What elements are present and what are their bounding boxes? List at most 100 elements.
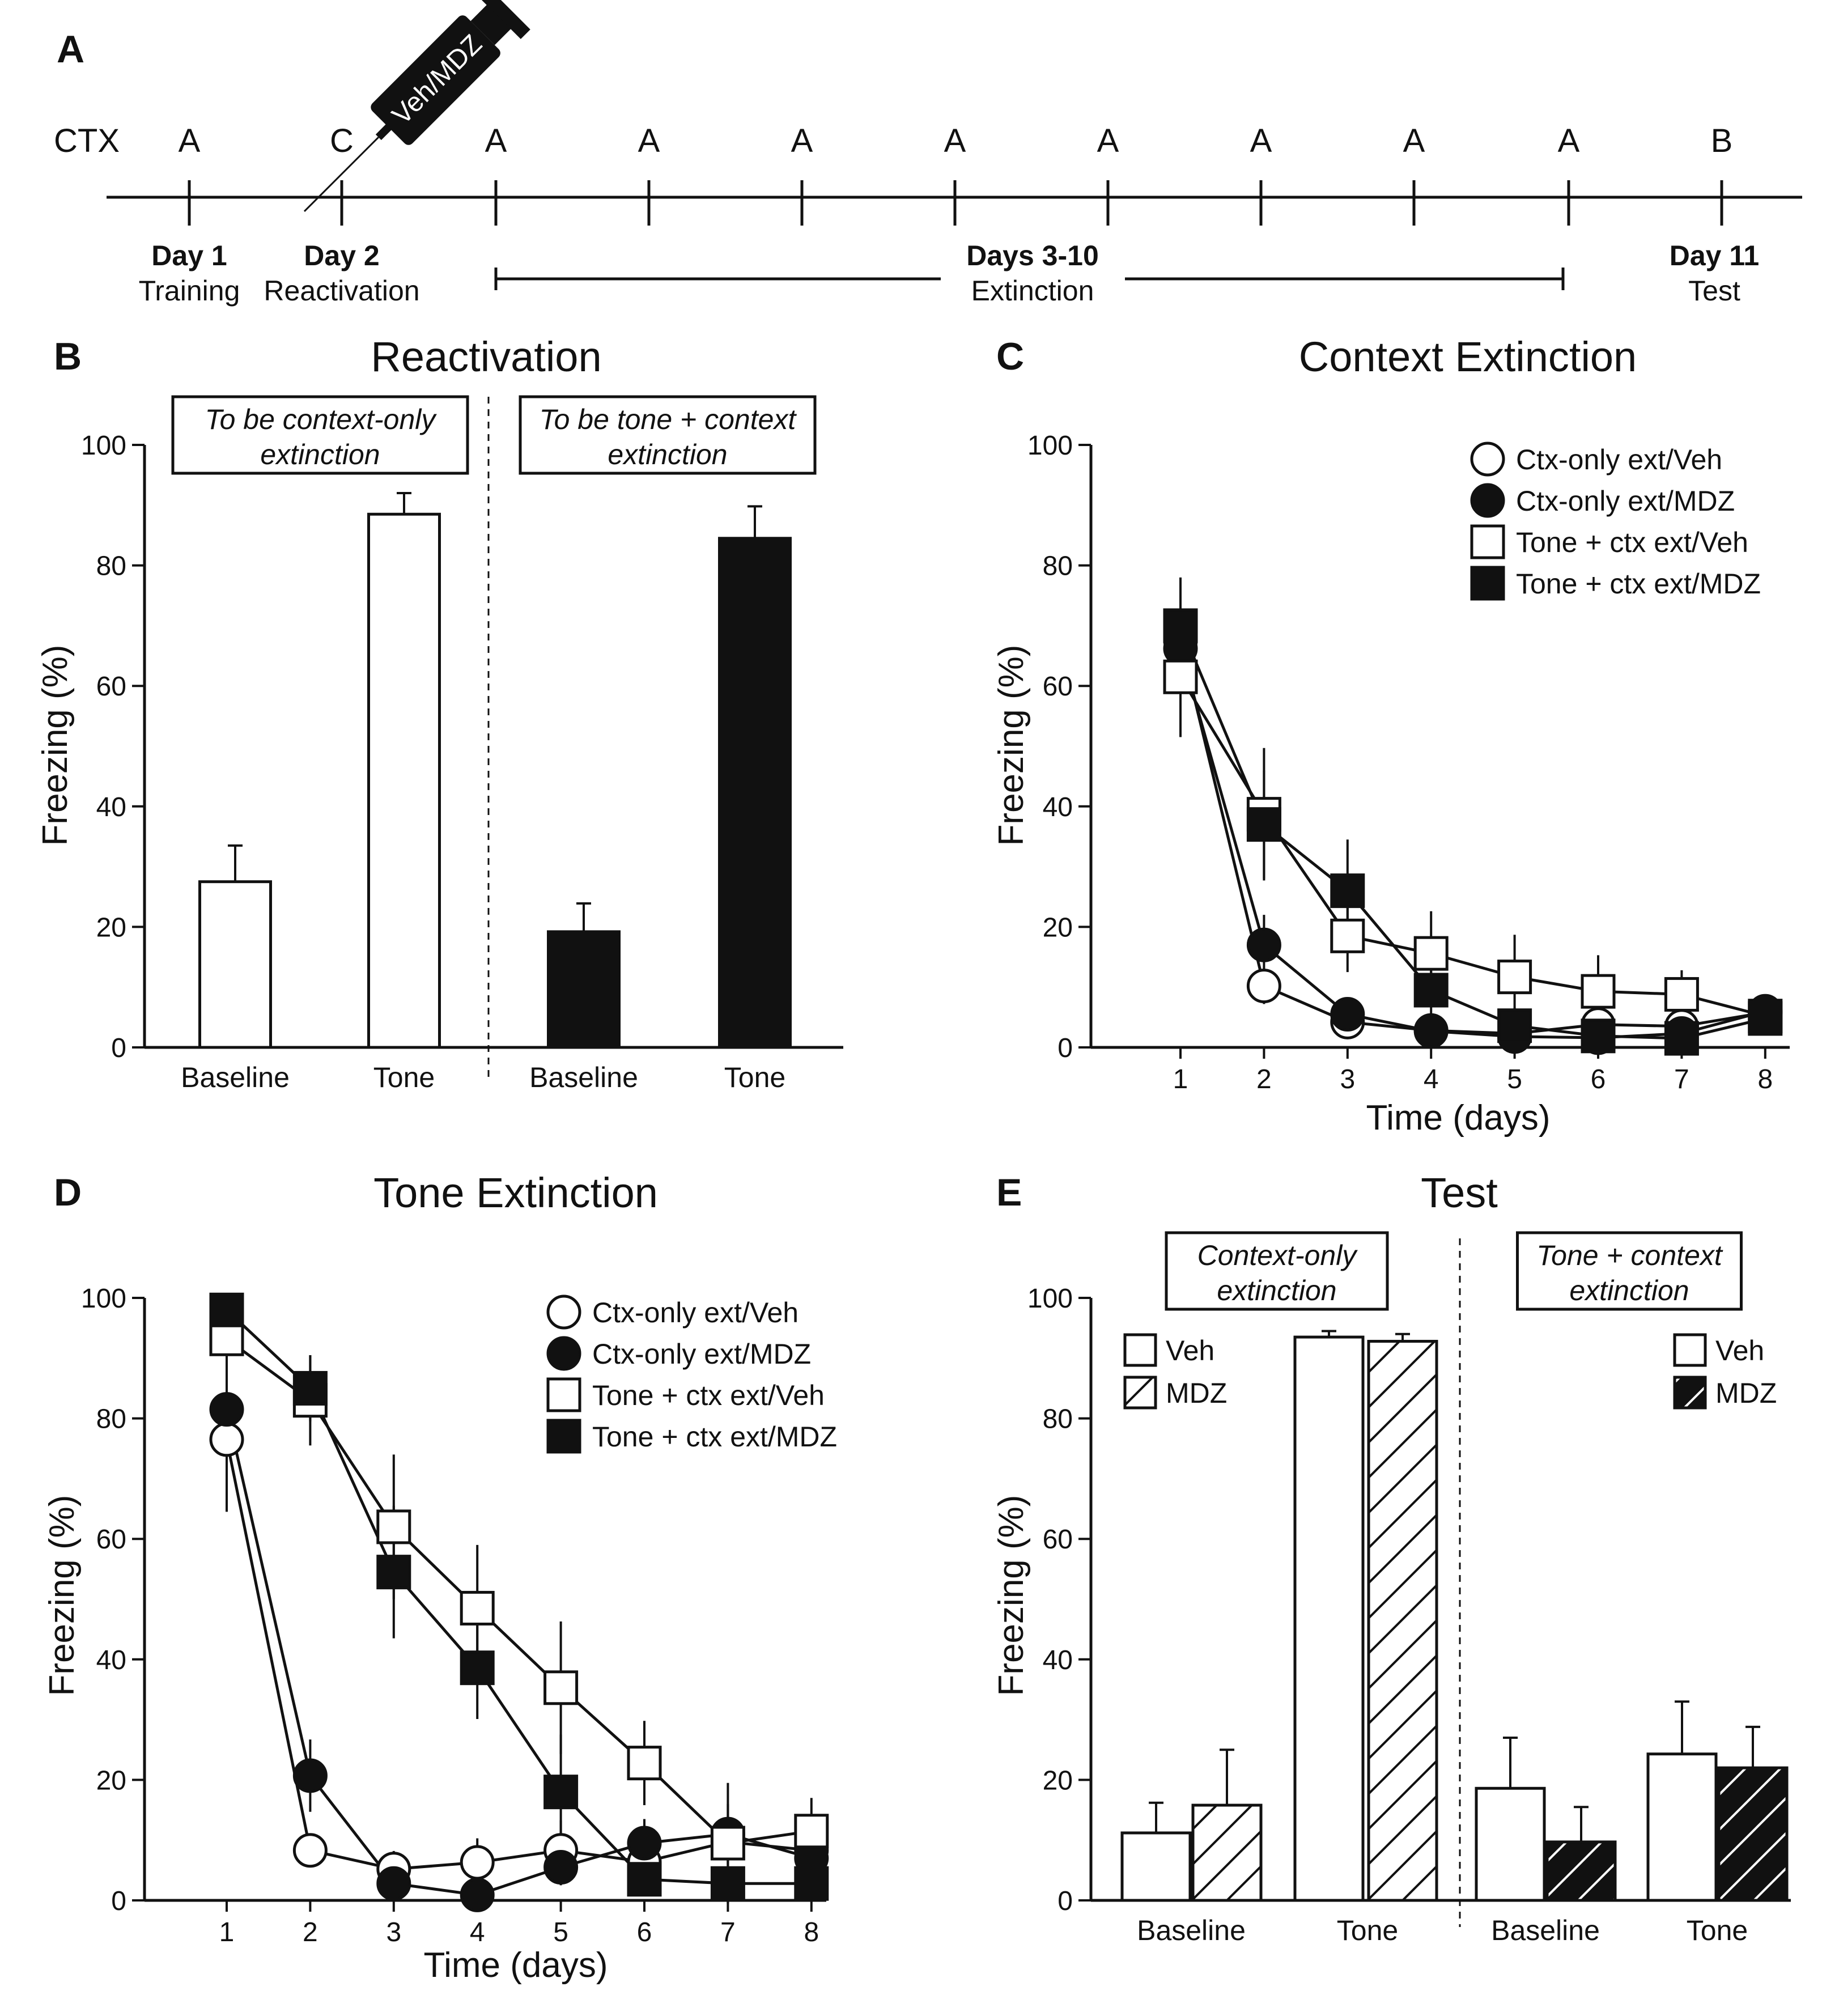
panel-e-ylabel: Freezing (%) xyxy=(992,1495,1031,1696)
bar xyxy=(1475,1786,1546,1902)
legend-label: Ctx-only ext/MDZ xyxy=(592,1338,811,1370)
group-box-label: Tone + context extinction xyxy=(1536,1240,1723,1306)
x-tick-label: 8 xyxy=(1757,1064,1773,1094)
data-point xyxy=(209,1392,244,1427)
x-tick-label: 3 xyxy=(386,1917,401,1947)
legend-swatch xyxy=(1123,1333,1157,1367)
bar xyxy=(1545,1840,1617,1902)
x-tick-label: 8 xyxy=(804,1917,819,1947)
context-letter: C xyxy=(330,122,354,159)
y-tick-label: 100 xyxy=(81,1284,126,1314)
panel-c-plot: 0 20 40 60 80 100 1 2 3 4 5 6 7 8 Ctx-only ext/Veh Ctx-… xyxy=(1027,431,1790,1094)
data-point xyxy=(1581,1018,1616,1054)
data-point xyxy=(376,1509,411,1544)
data-point xyxy=(1413,973,1449,1008)
group-box xyxy=(1516,1231,1743,1311)
panel-a-letter: A xyxy=(57,28,84,71)
panel-b-ylabel: Freezing (%) xyxy=(36,645,75,846)
y-tick-label: 20 xyxy=(1043,1765,1073,1796)
x-tick-label: 7 xyxy=(1674,1064,1689,1094)
bar xyxy=(718,537,792,1049)
y-tick-label: 100 xyxy=(1027,1284,1073,1314)
legend-label: Ctx-only ext/MDZ xyxy=(1516,485,1735,517)
y-tick-label: 100 xyxy=(1027,431,1073,461)
x-category-label: Tone xyxy=(1687,1915,1748,1946)
panel-b-letter: B xyxy=(54,335,82,378)
data-point xyxy=(710,1826,745,1861)
data-point xyxy=(1246,807,1281,842)
context-letter: A xyxy=(638,122,660,159)
legend-label: Ctx-only ext/Veh xyxy=(1516,444,1722,476)
x-tick-label: 2 xyxy=(303,1917,318,1947)
bar xyxy=(198,880,272,1049)
legend-swatch xyxy=(1673,1333,1707,1367)
series-line xyxy=(225,1439,812,1871)
group-box xyxy=(1165,1231,1389,1311)
x-tick-label: 3 xyxy=(1340,1064,1355,1094)
x-category-label: Tone xyxy=(724,1062,785,1093)
data-point xyxy=(1330,918,1365,953)
y-tick-label: 60 xyxy=(96,672,126,702)
data-point xyxy=(546,1336,581,1371)
x-category-label: Baseline xyxy=(529,1062,638,1093)
panel-b-title: Reactivation xyxy=(371,333,601,380)
data-point xyxy=(1330,873,1365,909)
x-tick-label: 1 xyxy=(219,1917,235,1947)
day1-label: Day 1 xyxy=(151,240,227,271)
data-point xyxy=(376,1555,411,1590)
bar xyxy=(1367,1340,1438,1902)
data-point xyxy=(627,1826,662,1861)
data-point xyxy=(1470,483,1505,518)
y-tick-label: 100 xyxy=(81,431,126,461)
x-tick-label: 1 xyxy=(1173,1064,1188,1094)
bar xyxy=(1191,1803,1263,1902)
group-box xyxy=(171,395,469,475)
data-point xyxy=(546,1377,581,1412)
context-letter: A xyxy=(791,122,813,159)
legend-label: Veh xyxy=(1715,1335,1764,1366)
y-tick-label: 80 xyxy=(1043,1404,1073,1434)
day11-phase: Test xyxy=(1688,275,1740,307)
legend-label: Ctx-only ext/Veh xyxy=(592,1297,799,1329)
ctx-row-label: CTX xyxy=(54,122,120,159)
data-point xyxy=(543,1670,579,1705)
x-category-label: Baseline xyxy=(1137,1915,1246,1946)
panel-d-title: Tone Extinction xyxy=(373,1169,658,1216)
data-point xyxy=(292,1833,328,1868)
panel-d-plot: 0 20 40 60 80 100 1 2 3 4 5 6 7 8 Ctx-only ext/Veh Ctx-… xyxy=(81,1284,837,1947)
data-point xyxy=(1413,1013,1449,1049)
panel-c: C Context Extinction Freezing (%) Time (… xyxy=(992,333,1790,1138)
data-point xyxy=(209,1321,244,1356)
context-letter: A xyxy=(485,122,507,159)
y-tick-label: 40 xyxy=(1043,792,1073,822)
y-tick-label: 40 xyxy=(1043,1645,1073,1675)
data-point xyxy=(292,1758,328,1793)
x-tick-label: 5 xyxy=(1507,1064,1522,1094)
x-category-label: Baseline xyxy=(181,1062,290,1093)
bar xyxy=(1120,1831,1192,1902)
data-point xyxy=(627,1862,662,1897)
data-point xyxy=(1246,969,1281,1004)
day11-label: Day 11 xyxy=(1670,240,1759,271)
bar xyxy=(1293,1335,1365,1902)
legend-label: Tone + ctx ext/MDZ xyxy=(592,1421,837,1453)
data-point xyxy=(1748,1001,1783,1036)
bar xyxy=(1646,1752,1718,1902)
x-tick-label: 2 xyxy=(1256,1064,1272,1094)
bar xyxy=(547,930,621,1049)
panel-c-letter: C xyxy=(996,335,1024,378)
panel-e-title: Test xyxy=(1421,1169,1498,1216)
data-point xyxy=(292,1370,328,1406)
y-tick-label: 80 xyxy=(96,1404,126,1434)
data-point xyxy=(460,1650,495,1686)
panel-e: E Test Freezing (%) 0 20 40 60 80 100 Baseline… xyxy=(992,1169,1791,1946)
bar xyxy=(367,512,441,1049)
data-point xyxy=(1497,960,1532,995)
data-point xyxy=(209,1292,244,1327)
data-point xyxy=(627,1746,662,1781)
panel-b-plot: 0 20 40 60 80 100 Baseline Tone Baseline Tone To b… xyxy=(81,395,843,1093)
context-letter: A xyxy=(1558,122,1580,159)
context-letter: A xyxy=(944,122,966,159)
data-point xyxy=(1581,974,1616,1009)
